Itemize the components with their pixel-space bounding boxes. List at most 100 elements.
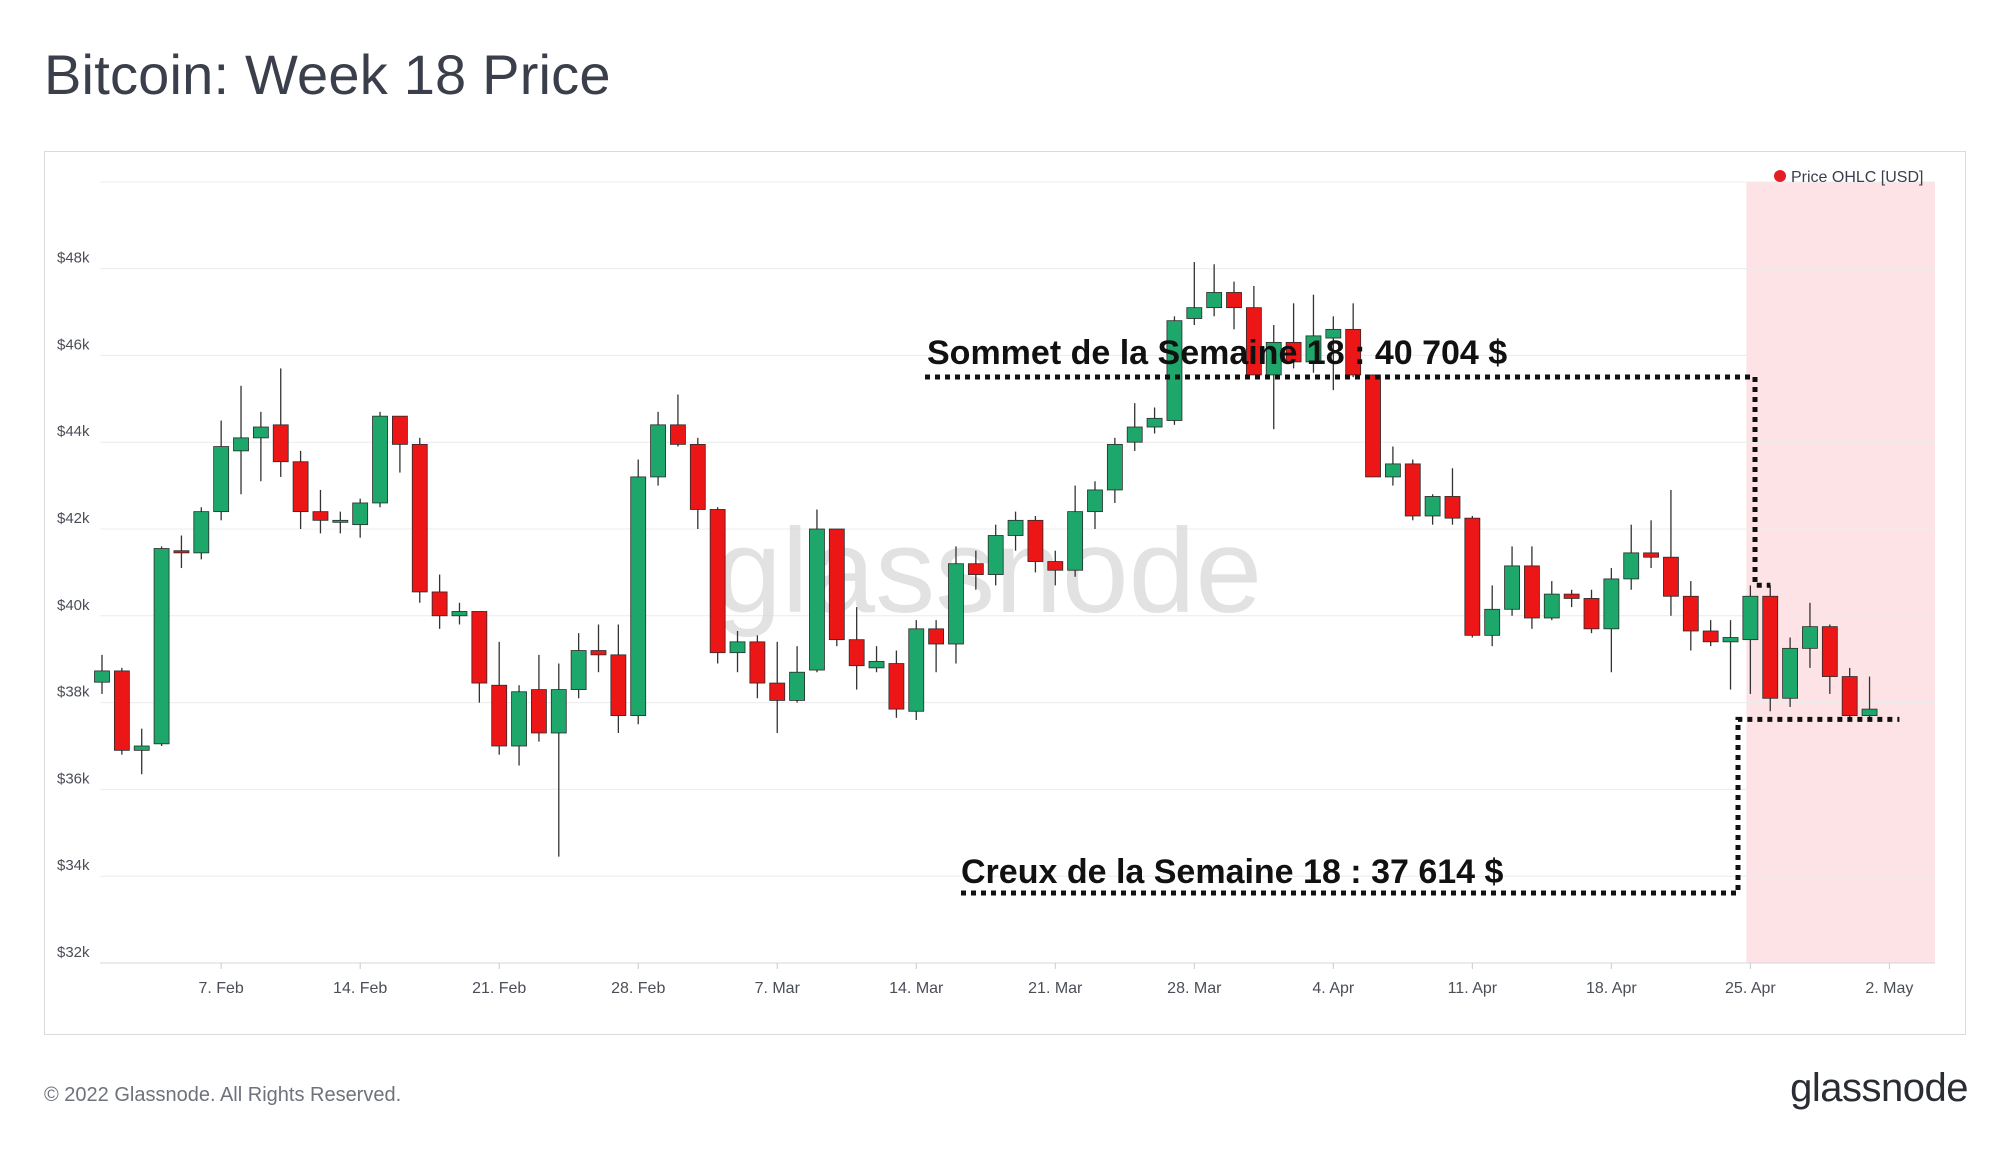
candle[interactable] [252, 411, 269, 482]
candle-body-down [292, 461, 309, 513]
candle[interactable] [332, 511, 349, 534]
candle[interactable] [1444, 468, 1461, 525]
candle[interactable] [650, 411, 666, 486]
candle[interactable] [173, 535, 190, 569]
candle[interactable] [1782, 637, 1798, 707]
candle[interactable] [570, 633, 587, 699]
legend-label: Price OHLC [USD] [1791, 169, 1923, 186]
candle[interactable] [749, 635, 766, 699]
candle[interactable] [987, 524, 1004, 586]
candle[interactable] [610, 624, 627, 733]
candle[interactable] [1285, 303, 1302, 369]
candle[interactable] [1524, 546, 1540, 629]
candle[interactable] [1325, 316, 1342, 391]
candle[interactable] [1583, 589, 1600, 634]
candle[interactable] [292, 450, 309, 529]
candle[interactable] [233, 385, 249, 495]
candle[interactable] [1563, 589, 1580, 608]
candle[interactable] [1484, 585, 1501, 647]
candle[interactable] [272, 368, 289, 477]
candle[interactable] [1702, 620, 1719, 647]
candle[interactable] [1265, 325, 1282, 430]
candle[interactable] [352, 498, 369, 538]
candle[interactable] [1404, 459, 1421, 521]
candle[interactable] [1663, 489, 1679, 616]
candle[interactable] [1027, 515, 1044, 573]
candle[interactable] [1543, 581, 1560, 621]
candle[interactable] [868, 646, 885, 673]
candle[interactable] [550, 663, 567, 857]
candle[interactable] [967, 550, 984, 590]
candle[interactable] [511, 685, 527, 766]
candle[interactable] [1861, 676, 1878, 720]
candle-body-up [570, 650, 587, 690]
candle[interactable] [531, 654, 547, 742]
candle[interactable] [1623, 524, 1640, 590]
candle[interactable] [391, 415, 408, 473]
candle[interactable] [828, 528, 845, 647]
candle[interactable] [1305, 294, 1322, 373]
candle[interactable] [133, 728, 150, 775]
candle[interactable] [1682, 581, 1699, 651]
candle[interactable] [948, 546, 964, 664]
candle[interactable] [729, 630, 746, 673]
candle[interactable] [1424, 494, 1441, 525]
candle[interactable] [451, 602, 468, 625]
candle[interactable] [213, 420, 230, 521]
candle[interactable] [1126, 403, 1143, 451]
candle[interactable] [471, 611, 488, 703]
glassnode-logo[interactable]: glassnode [1790, 1066, 1968, 1110]
candle[interactable] [769, 641, 786, 733]
candle[interactable] [848, 607, 865, 690]
candle[interactable] [908, 620, 925, 720]
candle[interactable] [1047, 550, 1064, 586]
candle[interactable] [1821, 624, 1838, 694]
candle[interactable] [1245, 285, 1262, 376]
candle[interactable] [193, 507, 210, 560]
candle[interactable] [1722, 620, 1739, 690]
candle[interactable] [411, 437, 428, 603]
candle[interactable] [94, 654, 110, 694]
candle-body-down [1663, 556, 1679, 597]
candle[interactable] [1087, 481, 1103, 529]
candle[interactable] [709, 507, 726, 664]
candle[interactable] [1504, 546, 1520, 616]
candle[interactable] [372, 411, 388, 508]
candle[interactable] [491, 641, 508, 755]
candle[interactable] [1464, 515, 1481, 638]
candle[interactable] [1762, 585, 1779, 712]
candle[interactable] [888, 650, 905, 718]
candle[interactable] [1365, 374, 1381, 478]
candle[interactable] [1841, 667, 1858, 720]
candle[interactable] [1186, 262, 1203, 326]
candle[interactable] [1385, 446, 1401, 486]
candle[interactable] [1226, 281, 1242, 330]
candle-body-down [1285, 341, 1302, 363]
candle[interactable] [928, 620, 945, 673]
candle[interactable] [1643, 520, 1659, 569]
candle[interactable] [1146, 407, 1163, 434]
candle[interactable] [689, 437, 706, 529]
candle[interactable] [1206, 264, 1223, 317]
candle[interactable] [1802, 602, 1818, 668]
candle[interactable] [1603, 568, 1620, 673]
candle[interactable] [1345, 303, 1362, 378]
candle[interactable] [153, 546, 170, 746]
legend[interactable]: Price OHLC [USD] [1774, 169, 1923, 186]
candle[interactable] [789, 646, 805, 703]
candle[interactable] [1742, 585, 1759, 694]
candle-body-up [133, 745, 150, 751]
candle-body-down [1464, 517, 1481, 636]
candle[interactable] [1007, 511, 1024, 551]
candle[interactable] [312, 489, 329, 534]
candle[interactable] [630, 459, 647, 725]
candle[interactable] [809, 509, 825, 673]
candle[interactable] [431, 574, 448, 629]
candle[interactable] [670, 394, 686, 447]
candle[interactable] [1166, 316, 1183, 425]
candle[interactable] [1067, 485, 1084, 577]
candle[interactable] [590, 624, 607, 673]
candle[interactable] [113, 667, 130, 755]
candle[interactable] [1106, 437, 1123, 503]
candle-body-up [153, 548, 170, 745]
